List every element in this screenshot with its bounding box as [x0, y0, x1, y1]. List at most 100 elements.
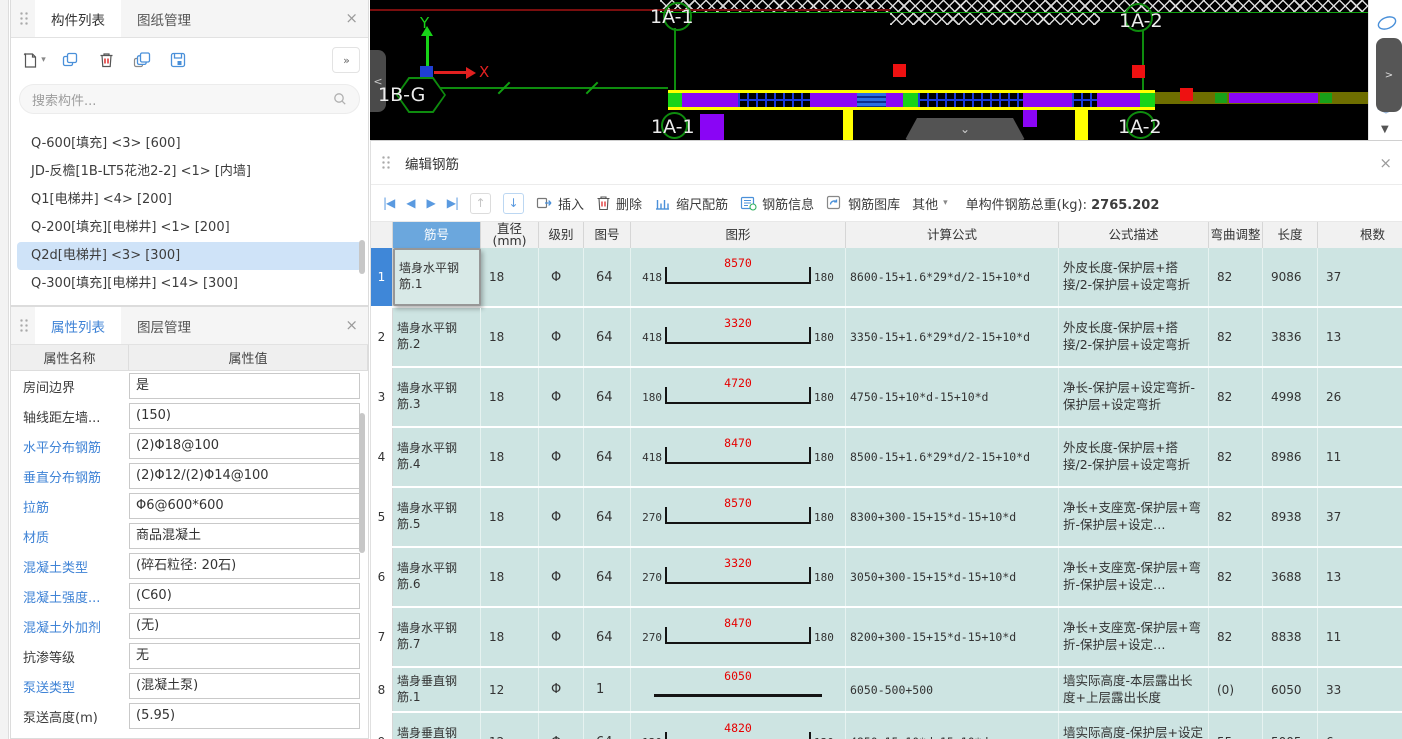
bar-id-cell[interactable]: 墙身水平钢筋.7: [393, 608, 481, 666]
scale-rebar-button[interactable]: 缩尺配筋: [654, 194, 728, 213]
column-header-bend-adjust[interactable]: 弯曲调整: [1209, 222, 1263, 248]
property-name[interactable]: 混凝土类型: [23, 560, 89, 576]
toolbar-expand-button[interactable]: »: [332, 47, 360, 73]
bar-id-cell[interactable]: 墙身水平钢筋.3: [393, 368, 481, 426]
column-header-length[interactable]: 长度: [1263, 222, 1318, 248]
bar-id-cell[interactable]: 墙身水平钢筋.4: [393, 428, 481, 486]
column-header-shape[interactable]: 图形: [631, 222, 846, 248]
new-component-button[interactable]: ▾: [19, 46, 49, 74]
close-icon[interactable]: ×: [345, 9, 358, 27]
drag-handle-icon[interactable]: [381, 154, 391, 171]
bar-id-cell[interactable]: 墙身水平钢筋.5: [393, 488, 481, 546]
drag-handle-icon[interactable]: [19, 318, 29, 334]
property-value-field[interactable]: (碎石粒径: 20石): [129, 553, 360, 579]
row-number-cell[interactable]: 8: [371, 668, 393, 711]
component-search-box[interactable]: 搜索构件...: [19, 84, 360, 114]
other-menu-button[interactable]: 其他 ▾: [912, 194, 948, 213]
prev-row-button[interactable]: ◀: [406, 196, 415, 210]
view-dropdown-icon[interactable]: ▼: [1381, 124, 1389, 135]
component-list-scrollbar[interactable]: [359, 240, 365, 274]
collapse-sidebar-tab[interactable]: <: [370, 50, 386, 112]
column-header-count[interactable]: 根数: [1318, 222, 1402, 248]
component-list-item[interactable]: Q2d[电梯井] <3> [300]: [17, 242, 362, 270]
selection-grip[interactable]: [1180, 88, 1193, 101]
collapse-panel-handle[interactable]: ⌄: [905, 118, 1025, 140]
component-list-item[interactable]: Q-200[填充][电梯井] <1> [200]: [17, 214, 362, 242]
row-number-cell[interactable]: 3: [371, 368, 393, 426]
tab-component-list[interactable]: 构件列表: [35, 0, 121, 37]
component-list-item[interactable]: Q1[电梯井] <4> [200]: [17, 186, 362, 214]
rebar-table-row[interactable]: 7 墙身水平钢筋.7 18 Φ 64 270 8470 180 8200+300…: [371, 608, 1402, 668]
property-name[interactable]: 混凝土强度...: [23, 590, 101, 606]
property-value-field[interactable]: (5.95): [129, 703, 360, 729]
wall-vertical[interactable]: [843, 110, 853, 140]
property-name[interactable]: 拉筋: [23, 500, 50, 516]
component-list-item[interactable]: Q-300[填充][电梯井] <14> [300]: [17, 270, 362, 294]
property-name[interactable]: 轴线距左墙...: [23, 410, 101, 426]
column-header-bar-id[interactable]: 筋号: [393, 222, 481, 248]
row-number-cell[interactable]: 9: [371, 713, 393, 739]
column-header-shape-no[interactable]: 图号: [584, 222, 631, 248]
row-number-cell[interactable]: 5: [371, 488, 393, 546]
insert-row-button[interactable]: 插入: [536, 194, 584, 213]
row-number-cell[interactable]: 6: [371, 548, 393, 606]
floating-panel-handle[interactable]: >: [1376, 38, 1402, 112]
batch-copy-button[interactable]: [127, 46, 157, 74]
rebar-table-row[interactable]: 6 墙身水平钢筋.6 18 Φ 64 270 3320 180 3050+300…: [371, 548, 1402, 608]
property-name[interactable]: 泵送高度(m): [23, 710, 98, 726]
property-value-field[interactable]: 无: [129, 643, 360, 669]
row-number-cell[interactable]: 7: [371, 608, 393, 666]
property-name[interactable]: 房间边界: [23, 380, 76, 396]
shear-wall[interactable]: [668, 90, 1155, 110]
copy-component-button[interactable]: [55, 46, 85, 74]
close-icon[interactable]: ×: [345, 316, 358, 334]
property-value-field[interactable]: (C60): [129, 583, 360, 609]
row-number-cell[interactable]: 2: [371, 308, 393, 366]
property-name[interactable]: 水平分布钢筋: [23, 440, 102, 456]
row-number-cell[interactable]: 1: [371, 248, 393, 306]
property-name[interactable]: 混凝土外加剂: [23, 620, 102, 636]
bar-id-cell[interactable]: 墙身垂直钢筋.1: [393, 668, 481, 711]
column-header-diameter[interactable]: 直径(mm): [481, 222, 539, 248]
rebar-library-button[interactable]: 钢筋图库: [826, 194, 900, 213]
component-list-item[interactable]: Q-600[填充] <3> [600]: [17, 130, 362, 158]
property-name[interactable]: 材质: [23, 530, 50, 546]
component-list-item[interactable]: JD-反檐[1B-LT5花池2-2] <1> [内墙]: [17, 158, 362, 186]
bar-id-cell[interactable]: 墙身垂直钢筋.2: [393, 713, 481, 739]
property-value-field[interactable]: 商品混凝土: [129, 523, 360, 549]
close-icon[interactable]: ×: [1379, 154, 1392, 172]
delete-row-button[interactable]: 删除: [596, 194, 642, 213]
rebar-table-row[interactable]: 5 墙身水平钢筋.5 18 Φ 64 270 8570 180 8300+300…: [371, 488, 1402, 548]
column-header-grade[interactable]: 级别: [539, 222, 584, 248]
rebar-table-row[interactable]: 9 墙身垂直钢筋.2 12 Φ 64 120 4820 120 4850-15+…: [371, 713, 1402, 739]
move-row-down-button[interactable]: ↓: [503, 192, 525, 214]
property-value-field[interactable]: (2)Φ18@100: [129, 433, 360, 459]
move-row-up-button[interactable]: ↑: [470, 192, 492, 214]
last-row-button[interactable]: ▶|: [446, 196, 459, 210]
column-header-formula[interactable]: 计算公式: [846, 222, 1059, 248]
selection-grip[interactable]: [1132, 65, 1145, 78]
next-row-button[interactable]: ▶: [426, 196, 436, 210]
tab-layer-management[interactable]: 图层管理: [137, 319, 191, 336]
orbit-view-button[interactable]: [1375, 12, 1399, 38]
rebar-info-button[interactable]: 钢筋信息: [740, 194, 814, 213]
selection-grip[interactable]: [893, 64, 906, 77]
bar-id-cell[interactable]: 墙身水平钢筋.1: [393, 248, 481, 306]
property-name[interactable]: 垂直分布钢筋: [23, 470, 102, 486]
property-value-field[interactable]: (无): [129, 613, 360, 639]
property-value-field[interactable]: Φ6@600*600: [129, 493, 360, 519]
tab-drawing-management[interactable]: 图纸管理: [137, 12, 191, 29]
bar-id-cell[interactable]: 墙身水平钢筋.6: [393, 548, 481, 606]
column-header-formula-desc[interactable]: 公式描述: [1059, 222, 1209, 248]
bar-id-cell[interactable]: 墙身水平钢筋.2: [393, 308, 481, 366]
property-list-scrollbar[interactable]: [359, 413, 365, 553]
cad-viewport[interactable]: 1A-1 1A-2 1A-1 1A-2 1B-G Y X: [370, 0, 1368, 140]
property-name[interactable]: 泵送类型: [23, 680, 76, 696]
beam-strip[interactable]: [1155, 92, 1368, 104]
property-value-field[interactable]: (2)Φ12/(2)Φ14@100: [129, 463, 360, 489]
property-value-field[interactable]: (150): [129, 403, 360, 429]
property-value-field[interactable]: (混凝土泵): [129, 673, 360, 699]
property-value-field[interactable]: 是: [129, 373, 360, 399]
wall-block[interactable]: [700, 114, 724, 140]
rebar-table-row[interactable]: 2 墙身水平钢筋.2 18 Φ 64 418 3320 180 3350-15+…: [371, 308, 1402, 368]
